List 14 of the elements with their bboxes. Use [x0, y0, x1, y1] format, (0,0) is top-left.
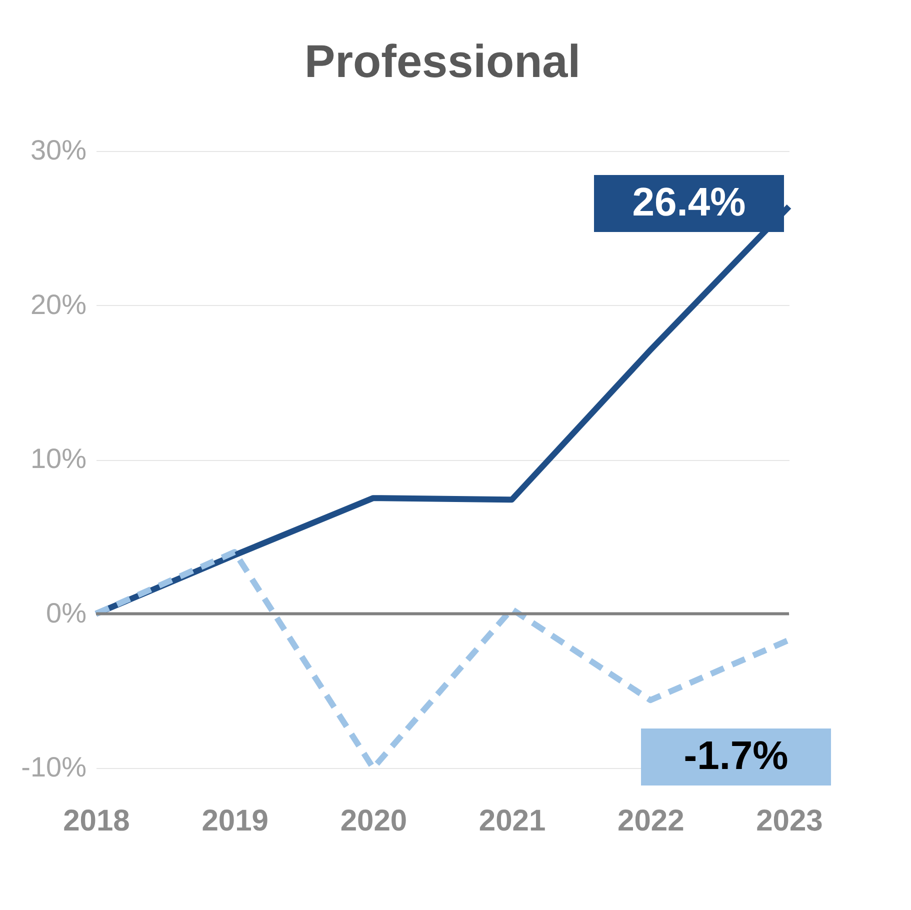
y-tick-label: 10%	[30, 443, 86, 474]
x-tick-label: 2021	[478, 804, 546, 838]
y-tick-label: -10%	[21, 752, 86, 782]
chart-title: Professional	[304, 35, 581, 87]
x-tick-label: 2022	[618, 804, 684, 838]
y-tick-label: 20%	[30, 288, 86, 320]
data-label: -1.7%	[684, 734, 788, 778]
x-tick-label: 2019	[202, 804, 268, 838]
y-tick-label: 0%	[46, 597, 86, 628]
x-tick-label: 2023	[756, 804, 823, 838]
data-label: 26.4%	[632, 180, 746, 225]
y-tick-label: 30%	[30, 134, 86, 166]
x-tick-label: 2018	[63, 804, 130, 838]
x-tick-label: 2020	[340, 804, 408, 838]
